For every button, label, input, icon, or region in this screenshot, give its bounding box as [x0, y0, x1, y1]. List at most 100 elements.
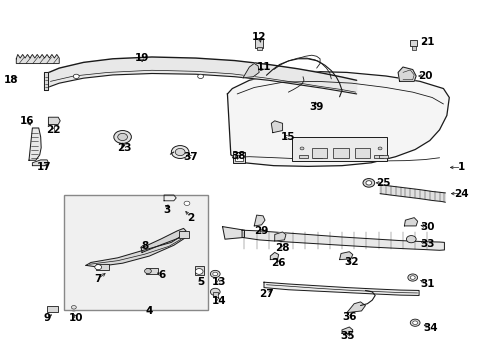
Text: 15: 15	[281, 132, 295, 142]
Polygon shape	[32, 160, 48, 166]
Circle shape	[95, 265, 102, 270]
Polygon shape	[379, 185, 445, 202]
Bar	[409, 40, 416, 46]
Text: 26: 26	[271, 258, 285, 268]
Text: 33: 33	[419, 239, 434, 249]
Polygon shape	[86, 234, 185, 267]
Circle shape	[114, 131, 131, 143]
Polygon shape	[254, 215, 264, 226]
Bar	[255, 38, 263, 48]
Polygon shape	[43, 72, 48, 90]
Text: 28: 28	[275, 243, 289, 253]
Polygon shape	[397, 67, 415, 81]
Text: 4: 4	[145, 306, 153, 316]
Bar	[183, 199, 190, 210]
Text: 37: 37	[183, 152, 198, 162]
Circle shape	[175, 148, 184, 156]
Polygon shape	[163, 195, 176, 201]
Circle shape	[144, 269, 151, 274]
Bar	[373, 155, 382, 158]
FancyBboxPatch shape	[292, 137, 386, 161]
Text: 38: 38	[231, 150, 245, 161]
Text: 23: 23	[117, 143, 131, 153]
Text: 17: 17	[37, 162, 52, 172]
Text: 34: 34	[423, 323, 437, 333]
Text: 11: 11	[256, 62, 271, 72]
Circle shape	[377, 147, 381, 150]
Bar	[299, 155, 307, 158]
Text: 16: 16	[20, 116, 35, 126]
Text: 9: 9	[43, 313, 50, 323]
Text: 21: 21	[419, 37, 434, 47]
Circle shape	[407, 274, 417, 281]
Text: 36: 36	[342, 312, 356, 322]
Circle shape	[362, 179, 374, 187]
Text: 5: 5	[197, 277, 204, 287]
Circle shape	[73, 74, 79, 78]
Circle shape	[197, 74, 203, 78]
Polygon shape	[346, 302, 365, 313]
Text: 14: 14	[211, 296, 225, 306]
Text: 6: 6	[158, 270, 165, 280]
Bar	[378, 155, 387, 158]
Polygon shape	[242, 230, 444, 250]
Text: 8: 8	[141, 241, 148, 251]
Text: 12: 12	[251, 32, 266, 41]
Text: 31: 31	[419, 279, 434, 289]
Polygon shape	[141, 228, 185, 252]
Bar	[257, 47, 261, 50]
Bar	[332, 148, 348, 158]
Text: 27: 27	[259, 289, 273, 299]
Polygon shape	[341, 327, 352, 333]
Polygon shape	[404, 218, 417, 226]
Circle shape	[212, 272, 217, 276]
Bar	[411, 46, 415, 50]
Text: 10: 10	[69, 313, 83, 323]
Polygon shape	[264, 282, 418, 296]
Polygon shape	[16, 54, 59, 63]
Text: 29: 29	[254, 226, 268, 236]
Polygon shape	[48, 117, 60, 125]
Circle shape	[409, 276, 414, 279]
Polygon shape	[274, 232, 285, 241]
Polygon shape	[222, 226, 244, 239]
Text: 19: 19	[135, 53, 149, 63]
Text: 7: 7	[94, 274, 102, 284]
Circle shape	[69, 304, 79, 311]
Bar	[194, 266, 203, 275]
Circle shape	[118, 134, 127, 140]
Text: 30: 30	[419, 222, 434, 231]
Circle shape	[409, 319, 419, 326]
Polygon shape	[44, 57, 356, 94]
Polygon shape	[270, 252, 278, 260]
Text: 32: 32	[344, 257, 358, 267]
Text: 2: 2	[187, 213, 194, 222]
Circle shape	[195, 269, 203, 274]
Bar	[232, 152, 244, 163]
Circle shape	[406, 235, 415, 243]
Bar	[47, 306, 58, 312]
Polygon shape	[339, 252, 352, 260]
Circle shape	[365, 181, 371, 185]
Bar	[146, 268, 158, 274]
Circle shape	[300, 147, 304, 150]
Bar	[354, 148, 369, 158]
Text: 25: 25	[375, 178, 390, 188]
Text: 35: 35	[340, 331, 354, 341]
Circle shape	[71, 306, 76, 309]
Text: 20: 20	[417, 71, 431, 81]
Text: 22: 22	[46, 125, 61, 135]
Circle shape	[171, 145, 188, 158]
Polygon shape	[227, 71, 448, 166]
Bar	[311, 148, 327, 158]
Bar	[96, 264, 109, 270]
Polygon shape	[243, 63, 259, 78]
Text: 1: 1	[457, 162, 464, 172]
Text: 24: 24	[453, 189, 468, 199]
Circle shape	[183, 201, 189, 206]
Circle shape	[210, 288, 220, 296]
Text: 3: 3	[163, 206, 170, 216]
Polygon shape	[29, 128, 41, 160]
Circle shape	[210, 270, 220, 278]
Text: 18: 18	[4, 75, 19, 85]
